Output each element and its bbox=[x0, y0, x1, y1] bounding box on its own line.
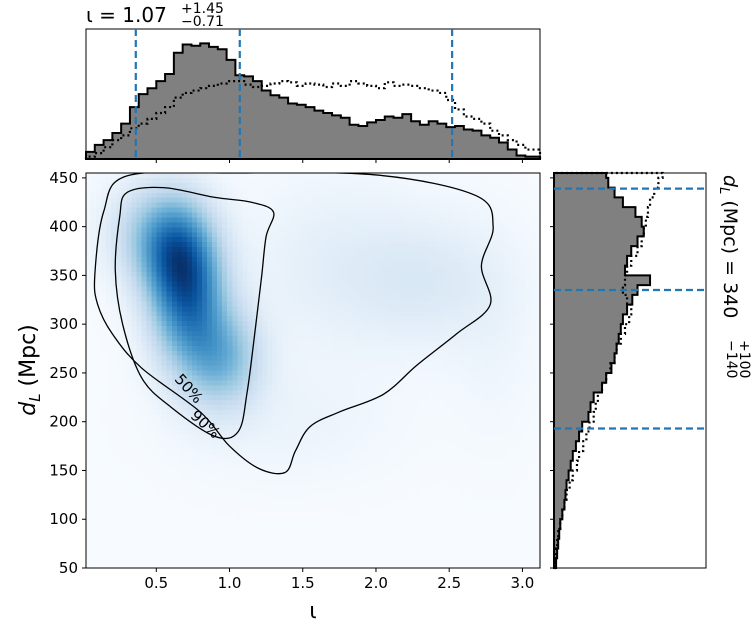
y-tick-label: 450 bbox=[49, 169, 78, 187]
iota-prior-histogram bbox=[84, 80, 542, 159]
y-tick-label: 50 bbox=[59, 559, 78, 577]
x-tick-label: 1.5 bbox=[291, 574, 315, 592]
y-tick-label: 350 bbox=[49, 266, 78, 284]
y-tick-label: 300 bbox=[49, 315, 78, 333]
iota-lower-error: −0.71 bbox=[181, 14, 224, 30]
joint-posterior-panel: 50% 90% 0.5 1.0 1.5 2.0 2.5 3.0 5010015020025… bbox=[16, 159, 541, 624]
y-tick-label: 150 bbox=[49, 461, 78, 479]
joint-frame bbox=[85, 172, 541, 569]
dl-quantile-lines bbox=[554, 187, 706, 430]
iota-upper-error: +1.45 bbox=[181, 1, 224, 17]
x-axis-label: ι bbox=[309, 599, 316, 624]
x-tick-label: 0.5 bbox=[144, 574, 168, 592]
dl-marginal-panel: dL (Mpc) = 340 +100 −140 bbox=[550, 171, 752, 570]
dl-upper-error: +100 bbox=[736, 340, 752, 378]
y-tick-label: 250 bbox=[49, 364, 78, 382]
dl-prior-histogram bbox=[553, 171, 664, 570]
contour-50-line bbox=[114, 186, 275, 440]
dl-posterior-histogram bbox=[553, 172, 652, 569]
dl-lower-error: −140 bbox=[723, 340, 739, 378]
x-tick-label: 1.0 bbox=[218, 574, 242, 592]
iota-marginal-panel: ι = 1.07 +1.45 −0.71 bbox=[84, 1, 542, 160]
y-axis-ticks: 50 100 150 200 250 300 350 400 450 bbox=[49, 169, 86, 577]
dl-summary-title: dL (Mpc) = 340 bbox=[716, 175, 741, 318]
iota-summary-title: ι = 1.07 bbox=[86, 3, 167, 27]
x-axis-ticks: 0.5 1.0 1.5 2.0 2.5 3.0 bbox=[144, 159, 534, 592]
iota-posterior-histogram bbox=[85, 42, 541, 160]
x-tick-label: 2.5 bbox=[437, 574, 461, 592]
density-heatmap bbox=[86, 173, 540, 568]
x-tick-label: 3.0 bbox=[510, 574, 534, 592]
y-tick-label: 400 bbox=[49, 218, 78, 236]
dl-marginal-ticks bbox=[550, 177, 554, 569]
contour-90-line bbox=[93, 173, 494, 475]
x-tick-label: 2.0 bbox=[364, 574, 388, 592]
y-axis-label: dL (Mpc) bbox=[16, 324, 44, 416]
y-tick-label: 100 bbox=[49, 510, 78, 528]
y-tick-label: 200 bbox=[49, 413, 78, 431]
